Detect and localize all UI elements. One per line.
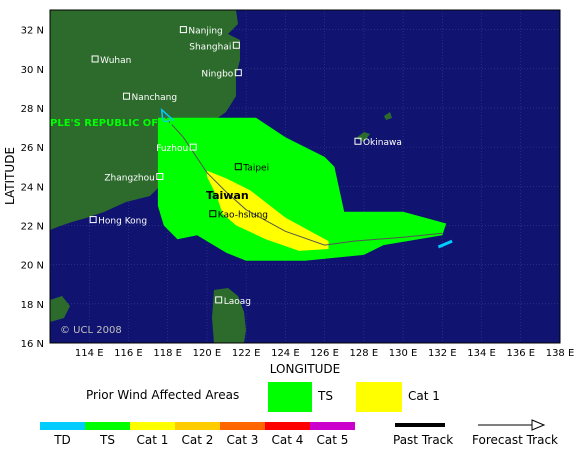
colorbar-label: Cat 5 bbox=[316, 433, 349, 447]
city-label: Ningbo bbox=[201, 70, 233, 80]
x-tick-label: 134 E bbox=[467, 348, 496, 359]
colorbar-segment bbox=[40, 422, 85, 430]
china-mainland bbox=[50, 10, 240, 230]
x-tick-label: 136 E bbox=[506, 348, 535, 359]
city-marker bbox=[123, 92, 130, 100]
colorbar-label: Cat 2 bbox=[181, 433, 214, 447]
city-label: Kao-hsiung bbox=[218, 211, 268, 221]
x-tick-labels: 114 E 116 E 118 E 120 E 122 E 124 E 126 E 128 E… bbox=[75, 348, 574, 359]
legend-ts-label: TS bbox=[318, 389, 333, 403]
legend-cat1-swatch bbox=[356, 382, 402, 412]
city-label: Wuhan bbox=[100, 56, 131, 66]
forecast-arrow-icon bbox=[531, 419, 546, 431]
hainan-island bbox=[50, 296, 70, 322]
x-tick-label: 138 E bbox=[546, 348, 575, 359]
colorbar-label: TS bbox=[100, 433, 115, 447]
legend-cat1-label: Cat 1 bbox=[408, 389, 440, 403]
cat1-wind-area bbox=[206, 170, 329, 251]
ts-wind-area bbox=[157, 117, 447, 261]
city-marker bbox=[215, 296, 223, 304]
legend-title: Prior Wind Affected Areas bbox=[86, 388, 240, 402]
city-marker bbox=[179, 26, 187, 34]
city-marker bbox=[91, 55, 99, 63]
city-markers: Nanjing Shanghai Wuhan Ningbo Nanchang Okinaw… bbox=[89, 26, 402, 307]
colorbar-segment bbox=[220, 422, 265, 430]
y-tick-label: 18 N bbox=[21, 300, 44, 311]
y-axis-title: LATITUDE bbox=[3, 147, 17, 205]
city-marker bbox=[209, 210, 217, 218]
forecast-track-label: Forecast Track bbox=[472, 433, 558, 447]
city-marker bbox=[232, 41, 240, 49]
colorbar-segment bbox=[85, 422, 130, 430]
city-marker bbox=[354, 137, 362, 145]
city-label: Taipei bbox=[242, 164, 269, 174]
colorbar-segment bbox=[130, 422, 175, 430]
past-track-label: Past Track bbox=[393, 433, 454, 447]
map-frame bbox=[49, 9, 561, 344]
country-label: PLE'S REPUBLIC OF CHINA bbox=[50, 118, 197, 129]
ryukyu-islands bbox=[356, 112, 392, 142]
x-tick-label: 116 E bbox=[114, 348, 143, 359]
colorbar-segment bbox=[265, 422, 310, 430]
colorbar-label: Cat 1 bbox=[136, 433, 169, 447]
city-label: Hong Kong bbox=[98, 217, 147, 227]
x-tick-label: 124 E bbox=[271, 348, 300, 359]
luzon-island bbox=[212, 288, 246, 343]
x-tick-label: 126 E bbox=[310, 348, 339, 359]
city-marker bbox=[89, 216, 97, 224]
city-label: Laoag bbox=[224, 297, 251, 307]
colorbar-label: TD bbox=[54, 433, 71, 447]
y-tick-labels: 32 N 30 N 28 N 26 N 24 N 22 N 20 N 18 N 16 N bbox=[21, 26, 44, 350]
city-marker bbox=[189, 143, 197, 151]
y-tick-label: 16 N bbox=[21, 339, 44, 350]
city-label: Fuzhou bbox=[156, 144, 188, 154]
colorbar-label: Cat 3 bbox=[226, 433, 259, 447]
city-label: Shanghai bbox=[189, 42, 231, 52]
y-tick-label: 32 N bbox=[21, 26, 44, 37]
y-tick-label: 24 N bbox=[21, 182, 44, 193]
y-tick-label: 30 N bbox=[21, 65, 44, 76]
forecast-track-line bbox=[163, 115, 443, 246]
x-tick-label: 130 E bbox=[389, 348, 418, 359]
taiwan-label: Taiwan bbox=[206, 189, 249, 202]
city-label: Zhangzhou bbox=[104, 174, 154, 184]
city-marker bbox=[156, 173, 164, 180]
copyright-text: © UCL 2008 bbox=[60, 325, 122, 336]
city-marker bbox=[234, 163, 242, 171]
legend-ts-swatch bbox=[268, 382, 312, 412]
city-label: Okinawa bbox=[363, 138, 402, 148]
x-tick-label: 128 E bbox=[350, 348, 379, 359]
colorbar-label: Cat 4 bbox=[271, 433, 304, 447]
x-tick-label: 118 E bbox=[153, 348, 182, 359]
colorbar-segment bbox=[310, 422, 355, 430]
x-tick-label: 120 E bbox=[193, 348, 222, 359]
x-tick-label: 132 E bbox=[428, 348, 457, 359]
y-tick-label: 26 N bbox=[21, 143, 44, 154]
y-tick-label: 20 N bbox=[21, 261, 44, 272]
y-tick-label: 22 N bbox=[21, 221, 44, 232]
past-track-line bbox=[437, 239, 453, 249]
city-marker bbox=[234, 69, 242, 77]
x-tick-label: 114 E bbox=[75, 348, 104, 359]
city-label: Nanjing bbox=[188, 27, 222, 37]
x-axis-title: LONGITUDE bbox=[270, 362, 340, 376]
forecast-end-marker bbox=[160, 107, 175, 123]
y-tick-label: 28 N bbox=[21, 104, 44, 115]
colorbar-segment bbox=[175, 422, 220, 430]
x-tick-label: 122 E bbox=[232, 348, 261, 359]
city-label: Nanchang bbox=[132, 93, 178, 103]
